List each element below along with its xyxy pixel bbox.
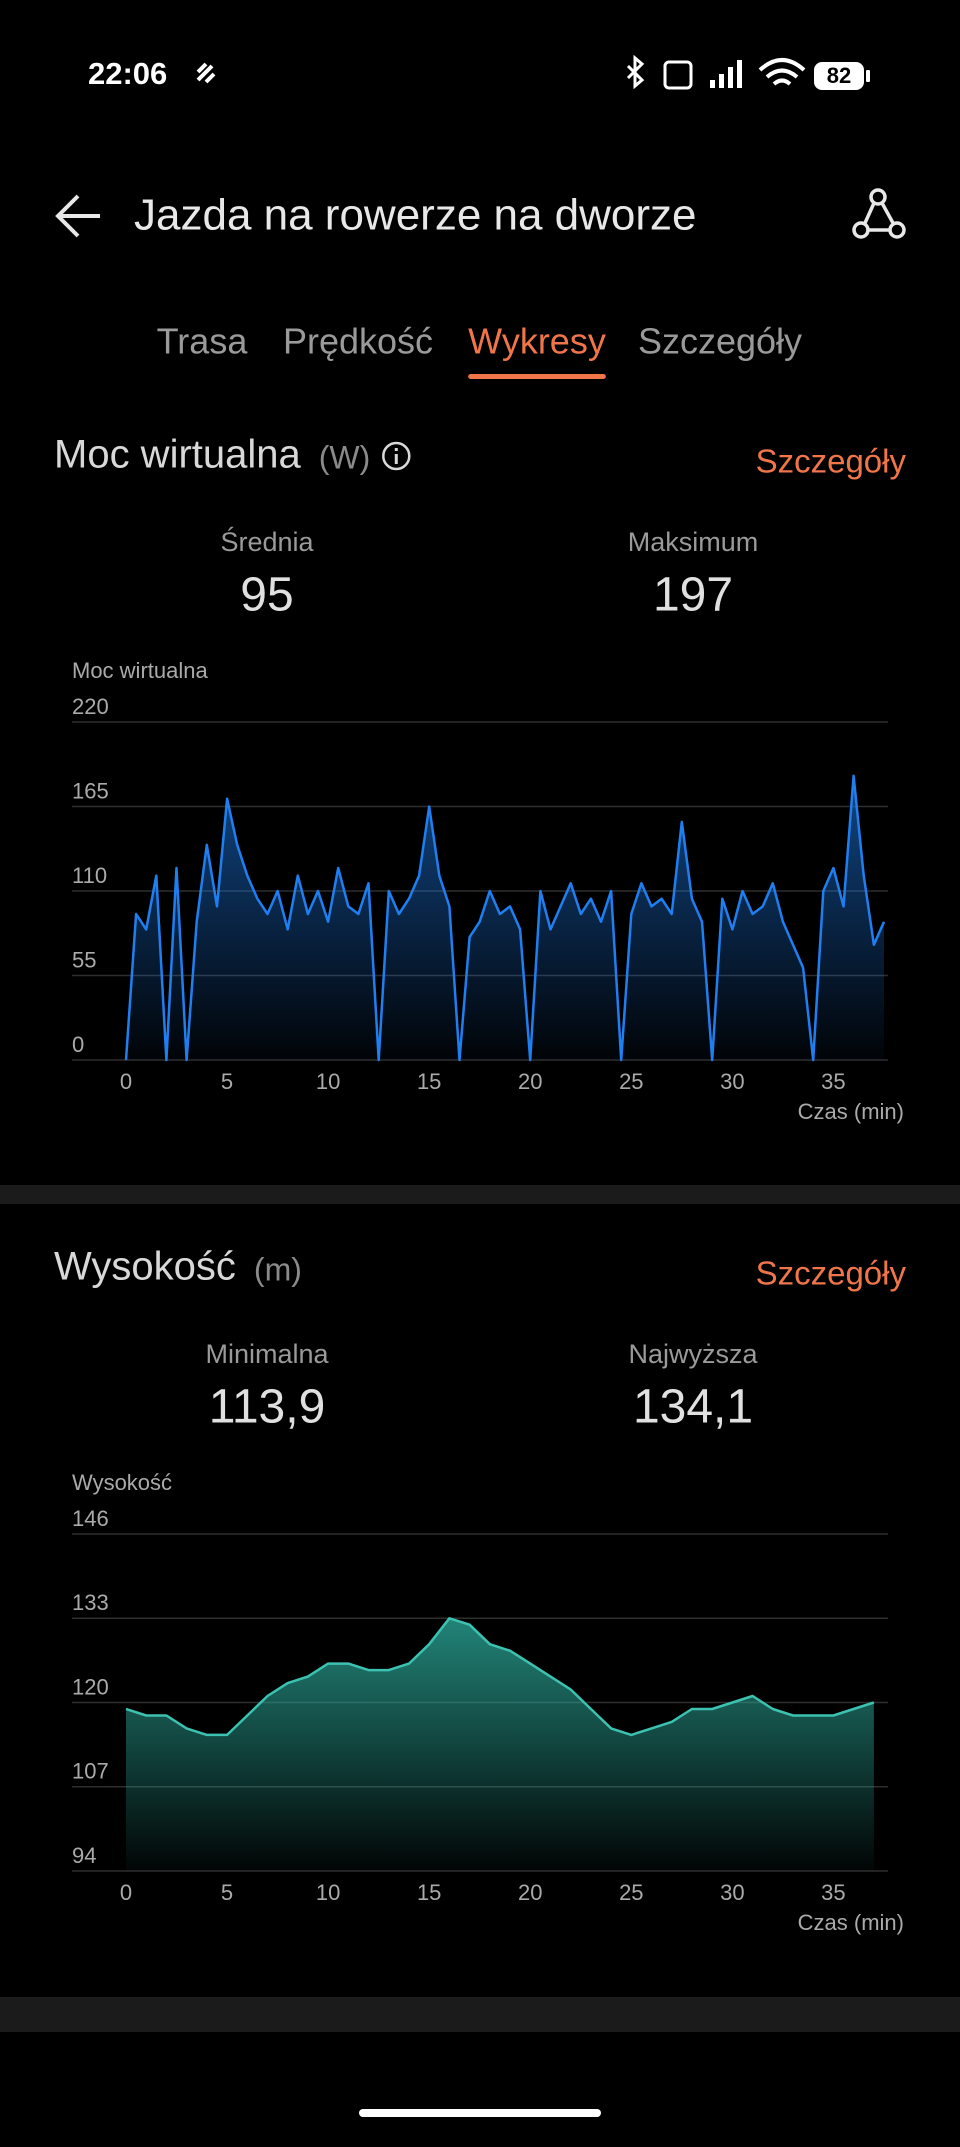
section-title: Wysokość — [54, 1245, 236, 1289]
tab-indicator — [468, 374, 606, 379]
data-line — [124, 774, 886, 1062]
y-tick-label: 220 — [72, 694, 109, 719]
x-axis-title: Czas (min) — [798, 1910, 904, 1935]
x-tick-label: 15 — [417, 1069, 441, 1094]
y-tick-label: 120 — [72, 1674, 109, 1699]
section-divider — [0, 1997, 960, 2032]
status-time: 22:06 — [88, 56, 167, 91]
status-icon — [196, 62, 216, 84]
y-tick-label: 107 — [72, 1759, 109, 1784]
stat-value: 95 — [240, 569, 293, 622]
x-tick-label: 10 — [316, 1880, 340, 1905]
details-link[interactable]: Szczegóły — [756, 1255, 907, 1292]
x-tick-label: 10 — [316, 1069, 340, 1094]
section-unit: (m) — [254, 1251, 302, 1287]
stat-label: Maksimum — [628, 527, 759, 557]
chart-section: Moc wirtualna (W) Szczegóły Średnia 95 Maksim… — [54, 433, 906, 1124]
stat-value: 113,9 — [209, 1381, 326, 1434]
y-axis-title: Moc wirtualna — [72, 658, 208, 683]
x-tick-label: 20 — [518, 1880, 542, 1905]
data-line — [125, 1617, 875, 1737]
home-indicator — [359, 2109, 601, 2117]
section-title: Moc wirtualna — [54, 433, 302, 477]
x-tick-label: 25 — [619, 1880, 643, 1905]
stat-value: 197 — [653, 569, 733, 622]
y-tick-label: 0 — [72, 1032, 84, 1057]
details-link[interactable]: Szczegóły — [756, 443, 907, 480]
x-tick-label: 5 — [221, 1880, 233, 1905]
stat-label: Minimalna — [205, 1339, 329, 1369]
back-button[interactable] — [55, 194, 100, 238]
x-tick-label: 35 — [821, 1069, 845, 1094]
chart-section: Wysokość (m) Szczegóły Minimalna 113,9 Najwyż… — [54, 1245, 906, 1935]
area-fill — [126, 1618, 874, 1871]
x-axis-title: Czas (min) — [798, 1099, 904, 1124]
tab-bar: Trasa Prędkość Wykresy Szczegóły — [157, 321, 802, 379]
tab[interactable]: Wykresy — [468, 321, 606, 362]
x-tick-label: 30 — [720, 1069, 744, 1094]
x-tick-label: 15 — [417, 1880, 441, 1905]
y-tick-label: 55 — [72, 947, 96, 972]
x-tick-label: 20 — [518, 1069, 542, 1094]
tab[interactable]: Trasa — [157, 321, 249, 362]
battery-icon — [814, 62, 864, 90]
info-icon-dot — [394, 448, 398, 451]
info-icon[interactable] — [382, 441, 411, 471]
x-tick-label: 30 — [720, 1880, 744, 1905]
calendar-icon — [663, 60, 693, 90]
y-axis-title: Wysokość — [72, 1470, 172, 1495]
stat-value: 134,1 — [633, 1381, 753, 1434]
x-tick-label: 5 — [221, 1069, 233, 1094]
page-title: Jazda na rowerze na dworze — [134, 191, 697, 240]
stat-label: Średnia — [220, 525, 314, 557]
bluetooth-icon — [626, 54, 645, 90]
stat-label: Najwyższa — [628, 1339, 758, 1369]
wifi-icon — [758, 58, 806, 86]
battery-level: 82 — [827, 63, 851, 88]
info-icon-bar — [394, 454, 398, 464]
tab[interactable]: Prędkość — [283, 321, 433, 362]
x-tick-label: 0 — [120, 1880, 132, 1905]
x-tick-label: 25 — [619, 1069, 643, 1094]
y-tick-label: 165 — [72, 778, 109, 803]
y-tick-label: 146 — [72, 1506, 109, 1531]
battery-tip — [866, 70, 870, 82]
x-tick-label: 35 — [821, 1880, 845, 1905]
section-divider — [0, 1185, 960, 1204]
area-fill — [126, 775, 884, 1060]
y-tick-label: 133 — [72, 1590, 109, 1615]
x-tick-label: 0 — [120, 1069, 132, 1094]
share-button[interactable] — [852, 188, 906, 239]
sections: Moc wirtualna (W) Szczegóły Średnia 95 Maksim… — [54, 433, 906, 1935]
y-tick-label: 110 — [72, 863, 107, 888]
signal-icon — [710, 60, 742, 88]
section-unit: (W) — [319, 439, 371, 475]
y-tick-label: 94 — [72, 1843, 96, 1868]
tab[interactable]: Szczegóły — [638, 321, 802, 362]
